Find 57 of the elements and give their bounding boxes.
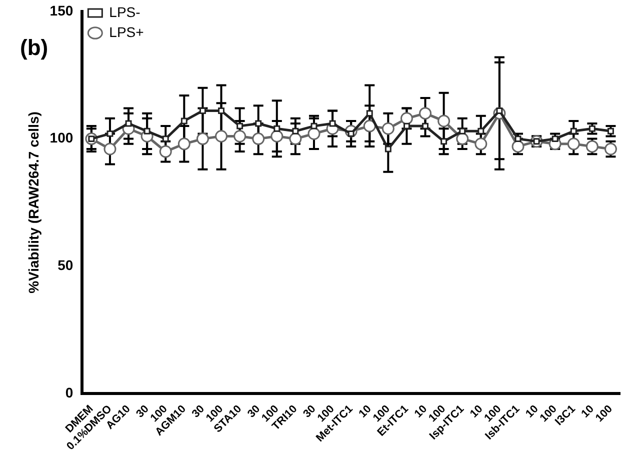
point: [252, 132, 265, 146]
point: [180, 118, 188, 124]
point: [159, 145, 172, 158]
point: [567, 138, 580, 150]
point: [236, 122, 244, 130]
point: [363, 120, 376, 132]
point: [310, 122, 318, 130]
x-tick-label: 30: [245, 403, 263, 420]
point: [474, 138, 488, 150]
point: [400, 112, 413, 125]
x-tick-label: 10: [356, 403, 374, 420]
point: [106, 130, 114, 137]
y-tick-label: 50: [58, 257, 74, 274]
point: [419, 107, 432, 120]
point: [178, 138, 190, 150]
point: [196, 132, 209, 146]
point: [570, 128, 577, 134]
point: [255, 120, 262, 127]
legend-label: LPS+: [109, 24, 144, 40]
point: [218, 108, 224, 114]
x-tick-label: 10: [579, 403, 596, 420]
text: (b): [20, 35, 48, 60]
x-tick-label: 30: [190, 403, 207, 420]
point: [382, 122, 394, 135]
point: [459, 128, 466, 134]
x-tick-label: 30: [134, 403, 152, 420]
point: [384, 146, 392, 152]
point: [125, 120, 132, 127]
x-tick-label: 10: [524, 403, 541, 420]
point: [422, 122, 428, 130]
point: [104, 142, 116, 156]
point: [440, 138, 448, 145]
x-tick-label: 10: [468, 403, 486, 420]
x-tick-label: 10: [412, 403, 430, 420]
point: [292, 128, 299, 134]
point: [144, 128, 150, 134]
point: [438, 114, 450, 128]
point: [215, 130, 228, 143]
y-tick-label: 0: [65, 384, 74, 400]
x-tick-label: 30: [301, 403, 318, 420]
x-tick-label: 100: [594, 403, 615, 425]
point: [270, 130, 284, 143]
point: [308, 127, 320, 140]
y-tick-label: 100: [50, 130, 74, 146]
y-axis-title: %Viability (RAW264.7 cells): [25, 112, 42, 294]
point: [366, 110, 373, 117]
point: [162, 136, 169, 142]
point: [274, 125, 280, 132]
point: [456, 132, 469, 146]
point: [403, 122, 410, 130]
point: [289, 132, 302, 146]
y-tick-label: 150: [50, 2, 74, 18]
point: [199, 108, 206, 114]
point: [478, 128, 484, 134]
point: [329, 120, 336, 127]
point: [234, 130, 246, 143]
legend-label: LPS-: [109, 4, 141, 20]
